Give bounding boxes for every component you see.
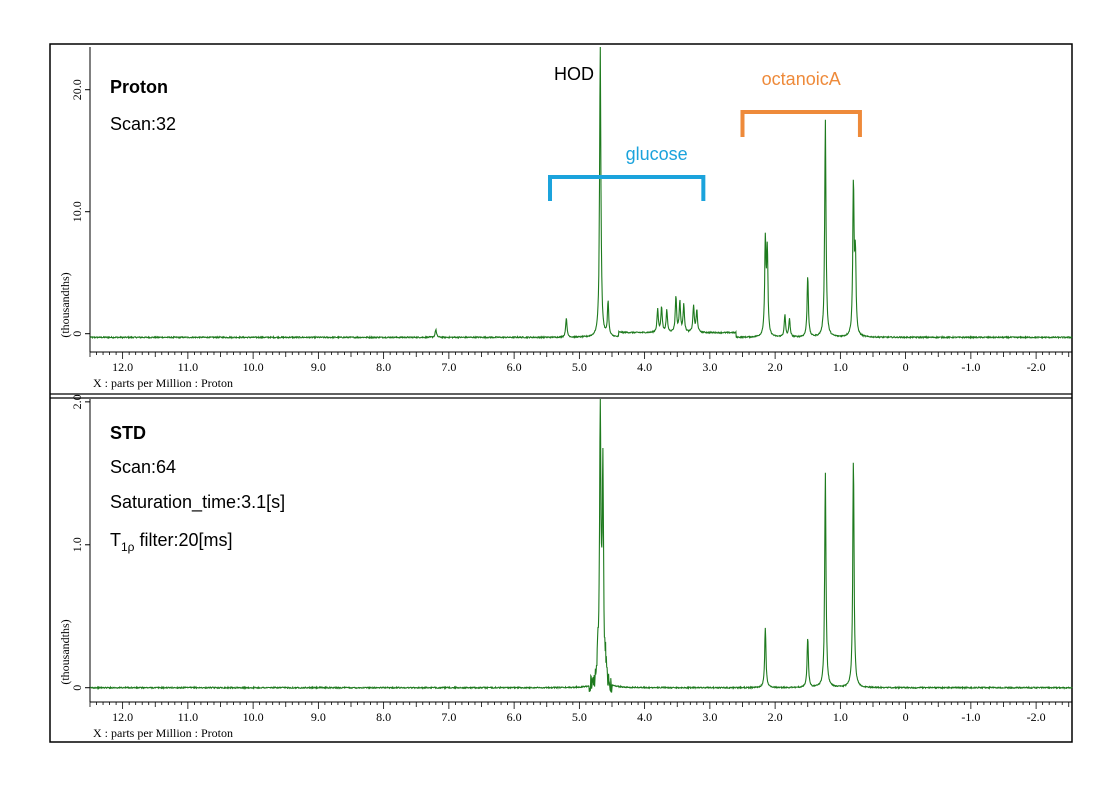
proton-y-axis-label: (thousandths) (58, 272, 72, 337)
x-tick-label: 11.0 (178, 360, 199, 374)
std-y-axis-label: (thousandths) (58, 619, 72, 684)
x-tick-label: -2.0 (1027, 360, 1046, 374)
x-tick-label: -1.0 (961, 360, 980, 374)
std-t1rho-filter-info: T1ρ filter:20[ms] (110, 530, 233, 554)
y-tick-label: 20.0 (70, 79, 84, 100)
std-y-ticks: 0 1.0 2.0 (70, 394, 90, 691)
glucose-annotation: glucose (626, 144, 688, 164)
x-tick-label: 2.0 (768, 710, 783, 724)
y-tick-label: 2.0 (70, 394, 84, 409)
proton-panel: 0 10.0 20.0 12.0 11.0 10.0 9.0 8.0 7.0 6.0 5.0 4.0… (58, 46, 1073, 390)
proton-x-axis-label: X : parts per Million : Proton (93, 376, 233, 390)
x-tick-label: 6.0 (507, 360, 522, 374)
std-x-axis-label: X : parts per Million : Proton (93, 726, 233, 740)
x-tick-label: 1.0 (833, 360, 848, 374)
figure-frame (49, 43, 1073, 743)
x-tick-label: 3.0 (702, 360, 717, 374)
x-tick-label: 2.0 (768, 360, 783, 374)
t1rho-symbol: T (110, 530, 121, 550)
x-tick-label: -2.0 (1027, 710, 1046, 724)
octanoic-bracket (740, 110, 862, 137)
x-tick-label: 5.0 (572, 360, 587, 374)
std-scan-info: Scan:64 (110, 457, 176, 477)
x-tick-label: 12.0 (112, 710, 133, 724)
y-tick-label: 0 (70, 331, 84, 337)
x-tick-label: 10.0 (243, 360, 264, 374)
proton-x-ticks: 12.0 11.0 10.0 9.0 8.0 7.0 6.0 5.0 4.0 3.0 2.0 1.0 0… (89, 352, 1070, 374)
x-tick-label: 8.0 (376, 710, 391, 724)
x-tick-label: 0 (903, 710, 909, 724)
x-tick-label: 12.0 (112, 360, 133, 374)
hod-annotation: HOD (554, 64, 594, 84)
std-saturation-info: Saturation_time:3.1[s] (110, 492, 285, 513)
std-panel-title: STD (110, 423, 146, 443)
x-tick-label: 1.0 (833, 710, 848, 724)
y-tick-label: 1.0 (70, 537, 84, 552)
proton-scan-info: Scan:32 (110, 114, 176, 134)
x-tick-label: 3.0 (702, 710, 717, 724)
proton-spectrum-line (89, 46, 1073, 340)
t1rho-filter-value: filter:20[ms] (135, 530, 233, 550)
x-tick-label: -1.0 (961, 710, 980, 724)
proton-panel-title: Proton (110, 77, 168, 97)
x-tick-label: 4.0 (637, 360, 652, 374)
x-tick-label: 7.0 (441, 360, 456, 374)
proton-y-ticks: 0 10.0 20.0 (70, 79, 90, 337)
t1rho-subscript: 1ρ (121, 540, 135, 554)
x-tick-label: 11.0 (178, 710, 199, 724)
x-tick-label: 0 (903, 360, 909, 374)
x-tick-label: 10.0 (243, 710, 264, 724)
x-tick-label: 5.0 (572, 710, 587, 724)
x-tick-label: 9.0 (311, 710, 326, 724)
y-tick-label: 0 (70, 685, 84, 691)
x-tick-label: 4.0 (637, 710, 652, 724)
x-tick-label: 7.0 (441, 710, 456, 724)
octanoic-annotation: octanoicA (762, 69, 841, 89)
glucose-bracket (548, 175, 706, 201)
std-x-ticks: 12.0 11.0 10.0 9.0 8.0 7.0 6.0 5.0 4.0 3.0 2.0 1.0 0… (89, 702, 1070, 724)
std-spectrum-line (89, 398, 1073, 693)
y-tick-label: 10.0 (70, 201, 84, 222)
x-tick-label: 8.0 (376, 360, 391, 374)
x-tick-label: 9.0 (311, 360, 326, 374)
x-tick-label: 6.0 (507, 710, 522, 724)
std-panel: 0 1.0 2.0 12.0 11.0 10.0 9.0 8.0 7.0 6.0 5.0 4.0 3.… (58, 394, 1073, 740)
